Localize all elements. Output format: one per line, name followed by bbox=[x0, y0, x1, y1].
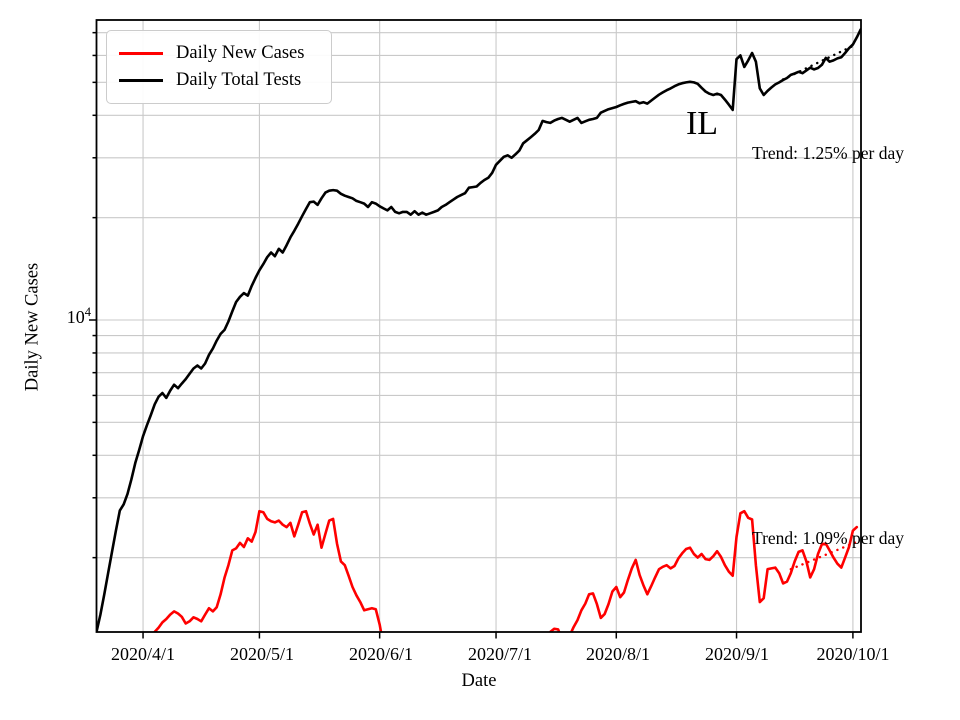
x-tick-label: 2020/7/1 bbox=[467, 644, 533, 664]
series-cases-trend bbox=[789, 540, 858, 571]
tests-trend-annotation: Trend: 1.25% per day bbox=[752, 143, 904, 163]
series-daily-new-cases bbox=[153, 509, 859, 632]
y-tick-label-1e4: 104 bbox=[66, 305, 91, 327]
x-tick-label: 2020/9/1 bbox=[704, 644, 770, 664]
plot-border bbox=[95, 19, 862, 633]
y-axis-label: Daily New Cases bbox=[22, 262, 43, 392]
legend-item-daily-total-tests: Daily Total Tests bbox=[119, 67, 319, 94]
black-line-swatch-icon bbox=[119, 79, 163, 82]
x-tick-label: 2020/5/1 bbox=[229, 644, 295, 664]
cases-trend-annotation: Trend: 1.09% per day bbox=[752, 528, 904, 548]
x-axis-label: Date bbox=[461, 671, 497, 691]
state-annotation: IL bbox=[685, 105, 719, 142]
series-tests-trend bbox=[781, 42, 858, 81]
x-tick-label: 2020/8/1 bbox=[585, 644, 651, 664]
legend: Daily New Cases Daily Total Tests bbox=[106, 30, 332, 104]
x-tick-label: 2020/4/1 bbox=[110, 644, 176, 664]
x-tick-label: 2020/6/1 bbox=[348, 644, 414, 664]
x-tick-label: 2020/10/1 bbox=[816, 644, 890, 664]
series-daily-total-tests bbox=[96, 28, 861, 632]
legend-label-daily-total-tests: Daily Total Tests bbox=[176, 70, 302, 91]
legend-label-daily-new-cases: Daily New Cases bbox=[176, 43, 305, 64]
legend-item-daily-new-cases: Daily New Cases bbox=[119, 40, 319, 67]
red-line-swatch-icon bbox=[119, 52, 163, 55]
